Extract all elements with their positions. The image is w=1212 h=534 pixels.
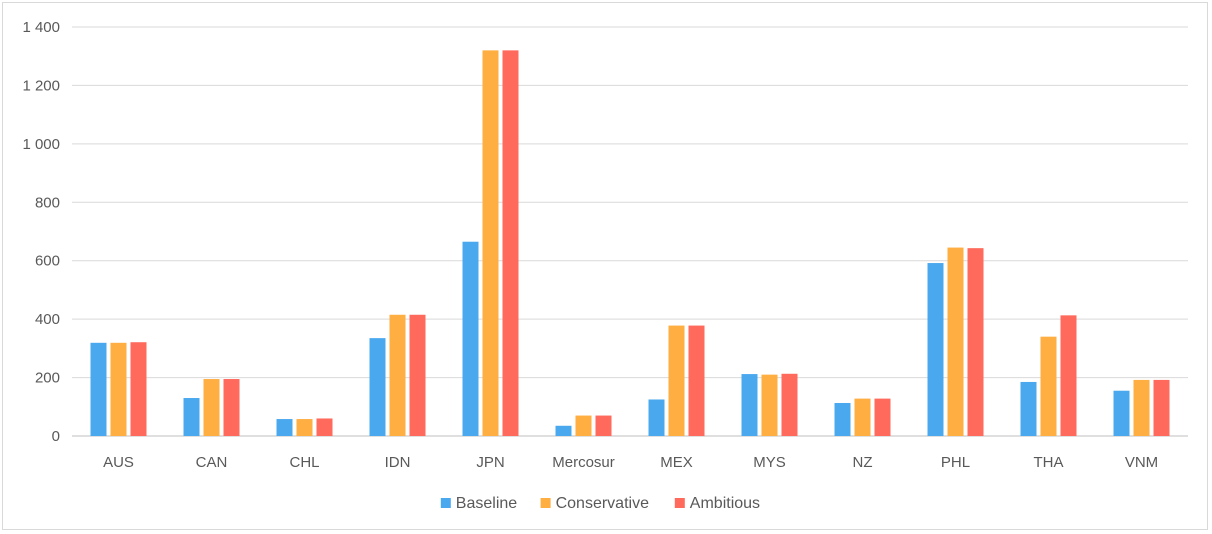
y-tick-label: 200 bbox=[35, 370, 60, 387]
bar-baseline bbox=[648, 399, 665, 436]
bar-baseline bbox=[276, 419, 293, 436]
bar-conservative bbox=[854, 398, 871, 436]
bars bbox=[90, 50, 1170, 436]
x-tick-label: JPN bbox=[476, 454, 504, 471]
bar-ambitious bbox=[688, 325, 705, 436]
legend-swatch-conservative bbox=[540, 498, 551, 508]
bar-ambitious bbox=[130, 342, 147, 436]
bar-conservative bbox=[203, 379, 220, 436]
bar-baseline bbox=[555, 425, 572, 436]
y-axis-ticks: 0 200 400 600 800 1 000 1 200 1 400 bbox=[22, 19, 60, 445]
y-tick-label: 0 bbox=[52, 428, 60, 445]
bar-ambitious bbox=[409, 314, 426, 436]
y-tick-label: 1 000 bbox=[22, 136, 60, 153]
x-tick-label: NZ bbox=[853, 454, 873, 471]
x-tick-label: VNM bbox=[1125, 454, 1158, 471]
bar-baseline bbox=[369, 338, 386, 436]
gridlines bbox=[72, 26, 1188, 437]
bar-baseline bbox=[183, 398, 200, 436]
x-tick-label: CAN bbox=[196, 454, 228, 471]
bar-baseline bbox=[741, 374, 758, 436]
x-tick-label: IDN bbox=[385, 454, 411, 471]
bar-ambitious bbox=[223, 379, 240, 436]
x-tick-label: CHL bbox=[289, 454, 319, 471]
bar-conservative bbox=[761, 374, 778, 436]
bar-baseline bbox=[927, 263, 944, 436]
bar-conservative bbox=[482, 50, 499, 436]
bar-conservative bbox=[668, 325, 685, 436]
legend-label-conservative: Conservative bbox=[556, 495, 649, 512]
bar-ambitious bbox=[316, 418, 333, 436]
legend-label-baseline: Baseline bbox=[456, 495, 517, 512]
bar-ambitious bbox=[595, 415, 612, 436]
bar-conservative bbox=[389, 314, 406, 436]
x-tick-label: Mercosur bbox=[552, 454, 615, 471]
bar-ambitious bbox=[874, 398, 891, 436]
legend: Baseline Conservative Ambitious bbox=[440, 495, 760, 512]
bar-baseline bbox=[834, 402, 851, 436]
bar-conservative bbox=[1040, 336, 1057, 436]
bar-ambitious bbox=[967, 248, 984, 436]
x-tick-label: AUS bbox=[103, 454, 134, 471]
bar-conservative bbox=[110, 342, 127, 436]
legend-swatch-ambitious bbox=[674, 498, 685, 508]
bar-baseline bbox=[1020, 381, 1037, 436]
y-tick-label: 600 bbox=[35, 253, 60, 270]
bar-ambitious bbox=[502, 50, 519, 436]
x-tick-label: PHL bbox=[941, 454, 970, 471]
bar-conservative bbox=[1133, 379, 1150, 436]
bar-baseline bbox=[1113, 390, 1130, 436]
y-tick-label: 400 bbox=[35, 311, 60, 328]
y-tick-label: 800 bbox=[35, 194, 60, 211]
bar-conservative bbox=[947, 247, 964, 436]
x-tick-label: THA bbox=[1034, 454, 1064, 471]
bar-ambitious bbox=[1060, 315, 1077, 436]
legend-swatch-baseline bbox=[440, 498, 451, 508]
x-tick-label: MYS bbox=[753, 454, 786, 471]
bar-ambitious bbox=[781, 373, 798, 436]
y-tick-label: 1 200 bbox=[22, 77, 60, 94]
bar-baseline bbox=[462, 241, 479, 436]
bar-ambitious bbox=[1153, 379, 1170, 436]
legend-label-ambitious: Ambitious bbox=[690, 495, 760, 512]
x-axis-ticks: AUS CAN CHL IDN JPN Mercosur MEX MYS NZ PHL THA VNM bbox=[103, 454, 1158, 471]
bar-conservative bbox=[575, 415, 592, 436]
y-tick-label: 1 400 bbox=[22, 19, 60, 36]
bar-baseline bbox=[90, 342, 107, 436]
bar-conservative bbox=[296, 419, 313, 436]
x-tick-label: MEX bbox=[660, 454, 693, 471]
